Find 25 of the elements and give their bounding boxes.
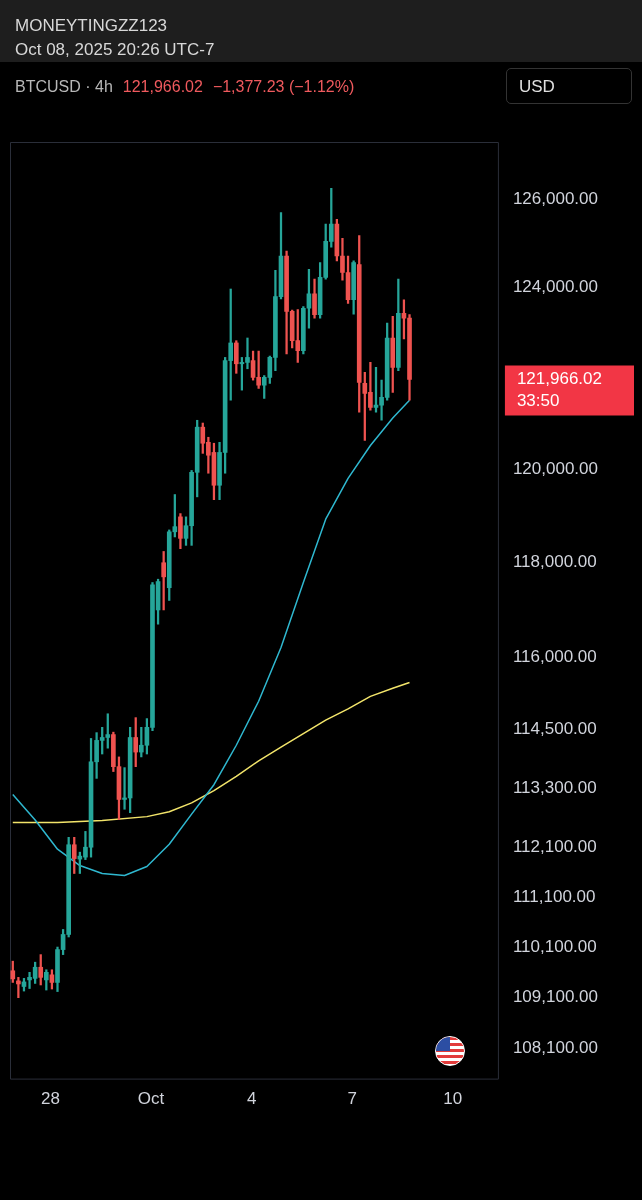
text: Oct 08, 2025 20:26 UTC-7	[15, 39, 216, 61]
x-tick-label: 7	[347, 1089, 357, 1109]
text: MONEYTINGZZ123	[15, 15, 169, 37]
y-tick-label: 113,300.00	[512, 777, 597, 797]
text: 121,966.02	[516, 369, 603, 389]
x-tick-label: Oct	[137, 1089, 165, 1109]
x-tick-label: 10	[443, 1089, 463, 1109]
y-tick-label: 120,000.00	[512, 459, 599, 479]
y-tick-label: 109,100.00	[512, 987, 599, 1007]
y-tick-label: 111,100.00	[512, 886, 596, 906]
y-tick-label: 114,500.00	[512, 719, 597, 739]
text: −1,377.23 (−1.12%)	[212, 78, 355, 96]
y-tick-label: 118,000.00	[512, 552, 597, 572]
y-tick-label: 116,000.00	[512, 647, 597, 667]
y-tick-label: 110,100.00	[512, 936, 597, 956]
y-tick-label: 124,000.00	[512, 277, 599, 297]
y-tick-label: 108,100.00	[512, 1038, 599, 1058]
x-tick-label: 28	[41, 1089, 60, 1109]
text: 33:50	[516, 391, 560, 411]
x-tick-label: 4	[246, 1089, 257, 1109]
chart-title: BTCUSD · 4h	[15, 78, 113, 96]
text: 121,966.02	[122, 78, 203, 96]
text: USD	[506, 68, 632, 104]
y-tick-label: 112,100.00	[512, 836, 597, 856]
y-tick-label: 126,000.00	[512, 188, 599, 208]
